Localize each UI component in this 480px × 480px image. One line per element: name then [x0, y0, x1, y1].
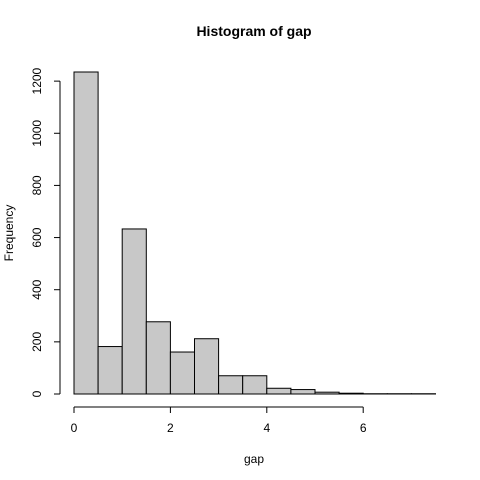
histogram-bar [242, 375, 268, 395]
x-axis-label: gap [244, 452, 264, 466]
x-axis: 0 2 4 6 [71, 406, 367, 435]
histogram-bar [145, 321, 171, 395]
y-axis: 0 200 400 600 800 1000 1200 [30, 67, 61, 397]
histogram-bar [73, 71, 99, 395]
histogram-bar [121, 228, 147, 395]
y-axis-label: Frequency [2, 205, 16, 262]
histogram-bar [218, 375, 244, 395]
histogram-bar [338, 392, 364, 395]
y-tick-label: 400 [30, 279, 44, 299]
chart-title: Histogram of gap [196, 23, 311, 39]
histogram-bar [314, 391, 340, 395]
histogram-bar [266, 387, 292, 395]
y-tick-label: 600 [30, 227, 44, 247]
histogram-bar [97, 346, 123, 395]
histogram-bar [169, 351, 195, 395]
x-tick-label: 6 [360, 421, 367, 435]
y-tick-label: 200 [30, 332, 44, 352]
y-tick-label: 1200 [30, 67, 44, 94]
histogram-bar [290, 389, 316, 395]
histogram-bar [194, 338, 220, 395]
x-tick-label: 2 [167, 421, 174, 435]
y-tick-label: 800 [30, 175, 44, 195]
x-tick-label: 0 [71, 421, 78, 435]
y-tick-label: 1000 [30, 120, 44, 147]
x-tick-label: 4 [263, 421, 270, 435]
y-tick-label: 0 [30, 390, 44, 397]
bars-group [73, 71, 436, 395]
